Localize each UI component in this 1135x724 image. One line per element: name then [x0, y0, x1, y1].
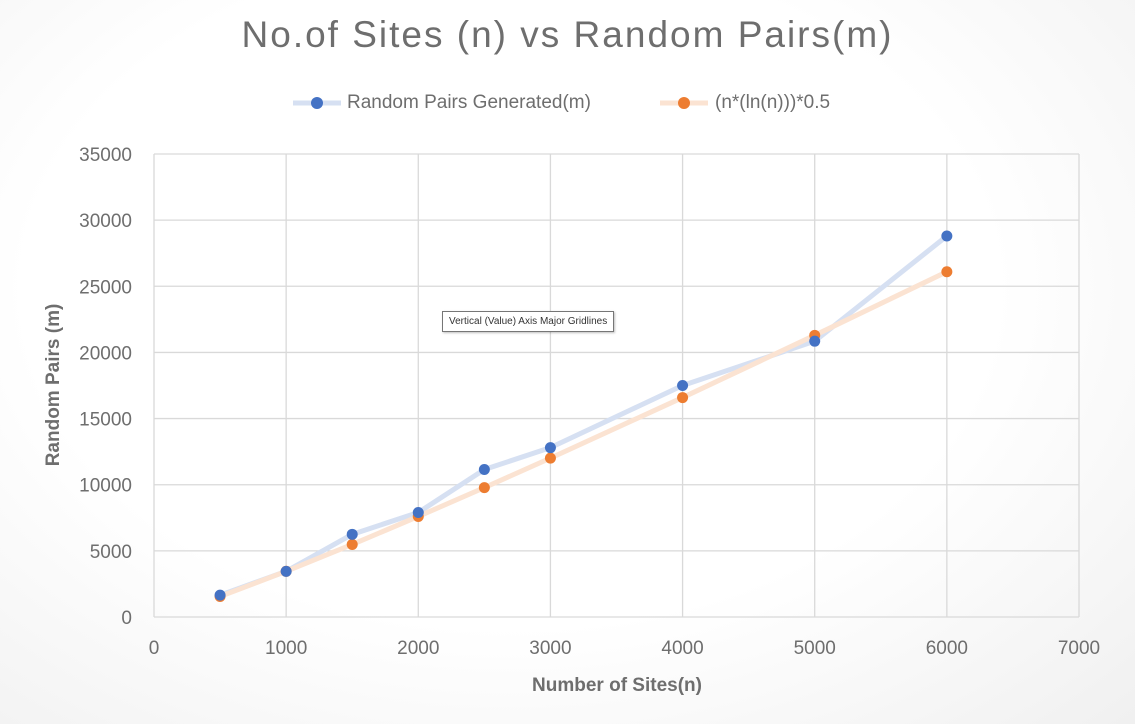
y-tick-label-15000: 15000: [79, 410, 132, 431]
gridlines[interactable]: [153, 153, 1080, 618]
legend-label-series-1: Random Pairs Generated(m): [347, 92, 591, 113]
y-tick-label-20000: 20000: [79, 343, 132, 364]
series-1-point-1000[interactable]: [280, 565, 292, 577]
series-layer: [214, 230, 953, 602]
series-1-point-3000[interactable]: [544, 442, 556, 454]
x-tick-label-0: 0: [149, 638, 160, 659]
series-1-point-1500[interactable]: [346, 528, 358, 540]
series-1-point-4000[interactable]: [677, 380, 689, 391]
legend-swatch-series-1: [293, 97, 341, 109]
x-tick-label-4000: 4000: [661, 638, 703, 659]
chart-title[interactable]: No.of Sites (n) vs Random Pairs(m): [241, 14, 894, 55]
series-1-point-5000[interactable]: [809, 335, 821, 347]
series-2-point-3000[interactable]: [544, 452, 556, 464]
x-tick-label-6000: 6000: [926, 638, 968, 659]
y-axis-title[interactable]: Random Pairs (m): [43, 304, 64, 467]
series-2-point-2500[interactable]: [478, 482, 490, 494]
y-tick-label-10000: 10000: [79, 476, 132, 497]
y-tick-label-35000: 35000: [79, 145, 132, 166]
x-tick-label-3000: 3000: [529, 638, 571, 659]
legend-label-series-2: (n*(ln(n)))*0.5: [715, 92, 831, 113]
y-tick-label-0: 0: [121, 608, 132, 629]
series-1-point-2500[interactable]: [478, 464, 490, 476]
legend[interactable]: Random Pairs Generated(m) (n*(ln(n)))*0.…: [0, 88, 1135, 118]
series-1-point-6000[interactable]: [941, 230, 953, 242]
series-2-point-4000[interactable]: [677, 392, 689, 404]
series-1-line[interactable]: [217, 233, 950, 598]
axis-labels: 0 5000 10000 15000 20000 25000 30000 35000 0 1000…: [79, 145, 1100, 659]
y-tick-label-30000: 30000: [79, 211, 132, 232]
y-tick-label-25000: 25000: [79, 277, 132, 298]
x-tick-label-5000: 5000: [794, 638, 836, 659]
legend-swatch-series-2: [660, 97, 708, 109]
gridlines-tooltip: Vertical (Value) Axis Major Gridlines: [442, 311, 615, 332]
series-2-point-1500[interactable]: [346, 538, 358, 550]
x-tick-label-2000: 2000: [397, 638, 439, 659]
x-tick-label-1000: 1000: [265, 638, 307, 659]
series-1-point-500[interactable]: [214, 589, 226, 601]
x-tick-label-7000: 7000: [1058, 638, 1100, 659]
x-axis-title[interactable]: Number of Sites(n): [532, 675, 702, 696]
y-tick-label-5000: 5000: [90, 542, 132, 563]
series-2-point-6000[interactable]: [941, 266, 953, 278]
series-1-point-2000[interactable]: [412, 506, 424, 518]
